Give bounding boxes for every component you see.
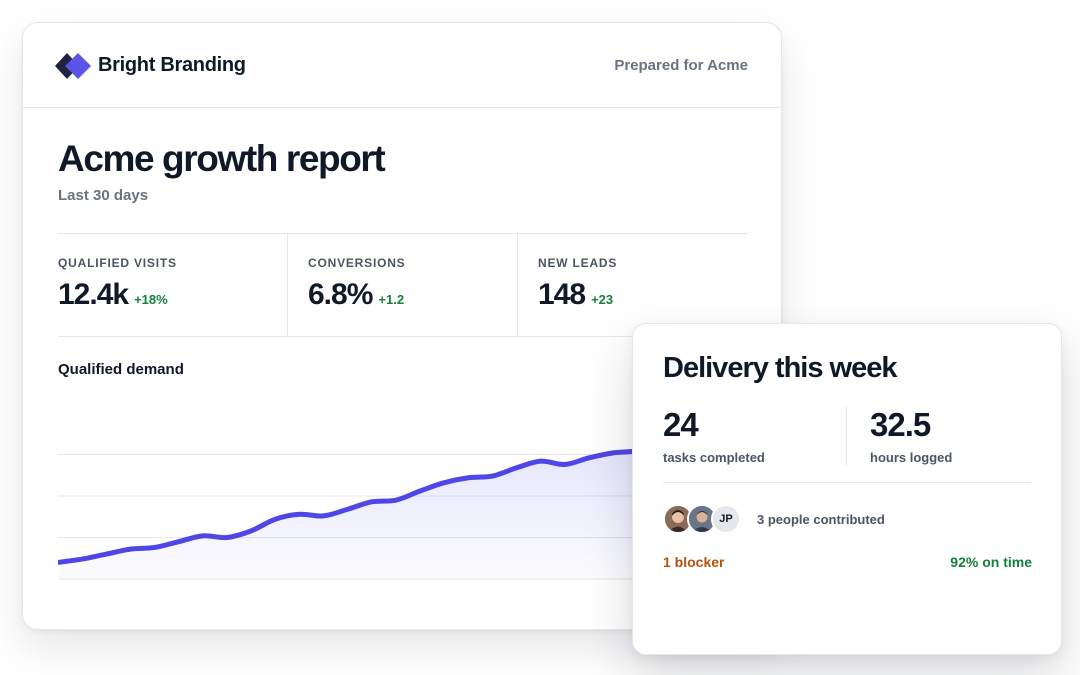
report-header: Bright Branding Prepared for Acme xyxy=(23,23,781,108)
contributors-text: 3 people contributed xyxy=(757,512,885,527)
stat-label: hours logged xyxy=(870,450,953,465)
metric-qualified-visits: QUALIFIED VISITS 12.4k +18% xyxy=(58,234,288,336)
metric-delta: +18% xyxy=(134,292,168,307)
avatar[interactable]: JP xyxy=(711,504,741,534)
report-title: Acme growth report xyxy=(58,138,386,179)
divider xyxy=(663,482,1031,483)
brand-name: Bright Branding xyxy=(98,54,246,76)
avatar-initials: JP xyxy=(719,513,733,525)
metric-value: 12.4k xyxy=(58,278,129,311)
chart-title: Qualified demand xyxy=(58,361,184,378)
metric-label: CONVERSIONS xyxy=(308,256,406,270)
metric-label: NEW LEADS xyxy=(538,256,618,270)
metric-label: QUALIFIED VISITS xyxy=(58,256,177,270)
metrics-row: QUALIFIED VISITS 12.4k +18% CONVERSIONS 6… xyxy=(58,233,748,337)
stat-value: 32.5 xyxy=(870,406,931,443)
on-time-status: 92% on time xyxy=(950,554,1032,570)
delivery-card: Delivery this week 24 tasks completed 32… xyxy=(632,323,1062,655)
bright-branding-logo-icon xyxy=(55,53,91,79)
metric-new-leads: NEW LEADS 148 +23 xyxy=(518,234,748,336)
metric-value: 6.8% xyxy=(308,278,373,311)
stat-hours-logged: 32.5 hours logged xyxy=(870,406,952,465)
stat-value: 24 xyxy=(663,406,699,443)
report-period: Last 30 days xyxy=(58,187,149,204)
prepared-for-label: Prepared for Acme xyxy=(614,57,748,74)
metric-value: 148 xyxy=(538,278,586,311)
metric-delta: +1.2 xyxy=(378,292,405,307)
blocker-status: 1 blocker xyxy=(663,554,725,570)
delivery-title: Delivery this week xyxy=(663,352,897,384)
stat-label: tasks completed xyxy=(663,450,765,465)
person-photo-icon xyxy=(665,506,691,532)
person-photo-icon xyxy=(689,506,715,532)
contributor-avatars: JP xyxy=(663,504,745,536)
demand-area-fill xyxy=(58,434,758,579)
stat-tasks-completed: 24 tasks completed xyxy=(663,406,847,466)
metric-delta: +23 xyxy=(591,292,614,307)
metric-conversions: CONVERSIONS 6.8% +1.2 xyxy=(288,234,518,336)
